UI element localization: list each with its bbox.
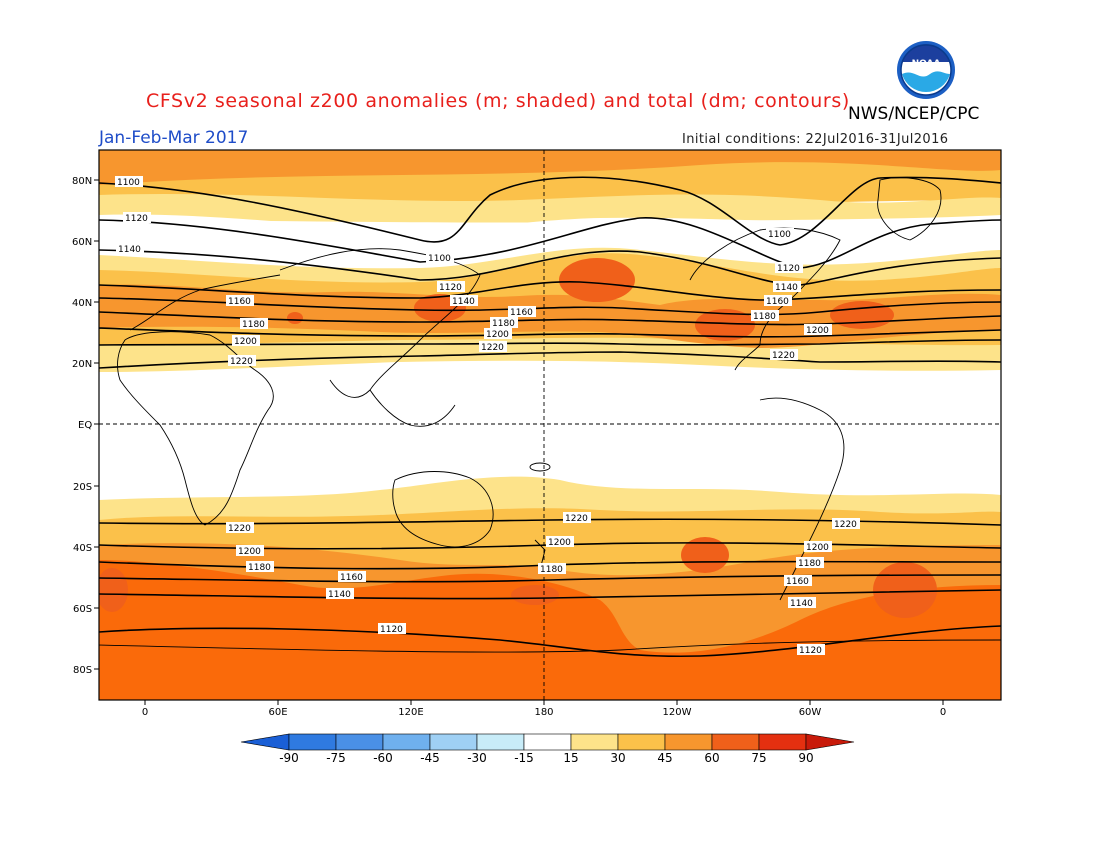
contour-label: 1160 (786, 577, 809, 587)
contour-label: 1200 (548, 538, 571, 548)
contour-label: 1200 (486, 330, 509, 340)
contour-label: 1120 (777, 264, 800, 274)
contour-label: 1140 (118, 245, 141, 255)
lon-label: 0 (940, 707, 946, 718)
contour-label: 1100 (768, 230, 791, 240)
lat-label: 60N (72, 237, 92, 248)
contour-label: 1180 (540, 565, 563, 575)
lat-label: 40S (73, 543, 92, 554)
contour-labels-north: 1100 1120 1140 1160 1180 1200 1220 1100 … (115, 176, 832, 367)
chart-title: CFSv2 seasonal z200 anomalies (m; shaded… (146, 90, 850, 112)
contour-label: 1220 (772, 351, 795, 361)
forecast-period: Jan-Feb-Mar 2017 (99, 128, 249, 148)
lat-label: 80N (72, 176, 92, 187)
contour-label: 1120 (380, 625, 403, 635)
contour-label: 1180 (242, 320, 265, 330)
contour-label: 1200 (806, 543, 829, 553)
contour-label: 1180 (753, 312, 776, 322)
longitude-axis: 0 60E 120E 180 120W 60W 0 (142, 700, 946, 718)
contour-label: 1140 (328, 590, 351, 600)
lat-label: 80S (73, 665, 92, 676)
latitude-axis: 80N 60N 40N 20N EQ 20S 40S 60S 80S (72, 176, 99, 676)
agency-label: NWS/NCEP/CPC (848, 104, 980, 124)
lat-label: 20S (73, 482, 92, 493)
contour-label: 1100 (117, 178, 140, 188)
lon-label: 180 (534, 707, 553, 718)
coastlines (99, 177, 1001, 653)
contour-label: 1180 (248, 563, 271, 573)
contour-label: 1200 (234, 337, 257, 347)
contour-label: 1220 (565, 514, 588, 524)
contour-label: 1200 (806, 326, 829, 336)
contour-label: 1160 (228, 297, 251, 307)
contour-label: 1140 (452, 297, 475, 307)
map-frame (98, 149, 1002, 701)
lat-label: 20N (72, 359, 92, 370)
contour-label: 1120 (439, 283, 462, 293)
lat-label: 60S (73, 604, 92, 615)
contour-label: 1160 (766, 297, 789, 307)
contour-label: 1120 (125, 214, 148, 224)
contour-label: 1220 (834, 520, 857, 530)
initial-conditions: Initial conditions: 22Jul2016-31Jul2016 (682, 132, 949, 147)
contour-label: 1180 (492, 319, 515, 329)
lat-label: EQ (78, 420, 92, 431)
contour-label: 1200 (238, 547, 261, 557)
shading-layer (99, 150, 1001, 700)
svg-text:NOAA: NOAA (912, 59, 941, 69)
contour-label: 1220 (230, 357, 253, 367)
contour-label: 1140 (775, 283, 798, 293)
lon-label: 0 (142, 707, 148, 718)
contour-labels-south: 1220 1200 1180 1160 1140 1120 1220 1200 … (226, 512, 860, 656)
noaa-logo: NOAA (897, 41, 955, 99)
contour-label: 1120 (799, 646, 822, 656)
contour-lines (99, 176, 1001, 658)
contour-label: 1220 (228, 524, 251, 534)
contour-label: 1100 (428, 254, 451, 264)
contour-label: 1160 (340, 573, 363, 583)
lon-label: 60E (268, 707, 287, 718)
contour-label: 1220 (481, 343, 504, 353)
lon-label: 60W (799, 707, 822, 718)
lon-label: 120E (398, 707, 423, 718)
lon-label: 120W (663, 707, 692, 718)
contour-label: 1160 (510, 308, 533, 318)
contour-label: 1180 (798, 559, 821, 569)
contour-label: 1140 (790, 599, 813, 609)
lat-label: 40N (72, 298, 92, 309)
